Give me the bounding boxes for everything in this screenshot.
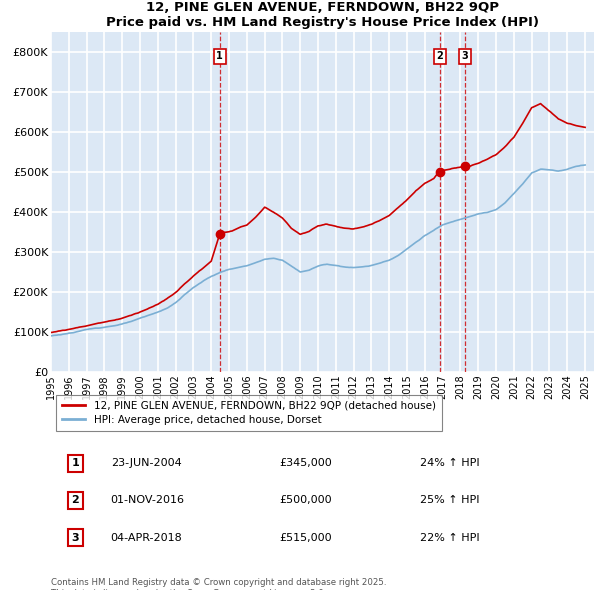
Text: 25% ↑ HPI: 25% ↑ HPI (420, 496, 480, 506)
Text: 1: 1 (217, 51, 223, 61)
Text: £500,000: £500,000 (279, 496, 332, 506)
Text: 22% ↑ HPI: 22% ↑ HPI (420, 533, 480, 543)
Text: 24% ↑ HPI: 24% ↑ HPI (420, 458, 480, 468)
Text: 2: 2 (436, 51, 443, 61)
Text: 3: 3 (71, 533, 79, 543)
Text: 2: 2 (71, 496, 79, 506)
Text: 04-APR-2018: 04-APR-2018 (111, 533, 182, 543)
Text: 3: 3 (461, 51, 469, 61)
Text: 1: 1 (71, 458, 79, 468)
Text: 23-JUN-2004: 23-JUN-2004 (111, 458, 181, 468)
Text: £515,000: £515,000 (279, 533, 332, 543)
Text: Contains HM Land Registry data © Crown copyright and database right 2025.
This d: Contains HM Land Registry data © Crown c… (51, 578, 386, 590)
Title: 12, PINE GLEN AVENUE, FERNDOWN, BH22 9QP
Price paid vs. HM Land Registry's House: 12, PINE GLEN AVENUE, FERNDOWN, BH22 9QP… (106, 1, 539, 28)
Text: £345,000: £345,000 (279, 458, 332, 468)
Legend: 12, PINE GLEN AVENUE, FERNDOWN, BH22 9QP (detached house), HPI: Average price, d: 12, PINE GLEN AVENUE, FERNDOWN, BH22 9QP… (56, 395, 442, 431)
Text: 01-NOV-2016: 01-NOV-2016 (111, 496, 185, 506)
